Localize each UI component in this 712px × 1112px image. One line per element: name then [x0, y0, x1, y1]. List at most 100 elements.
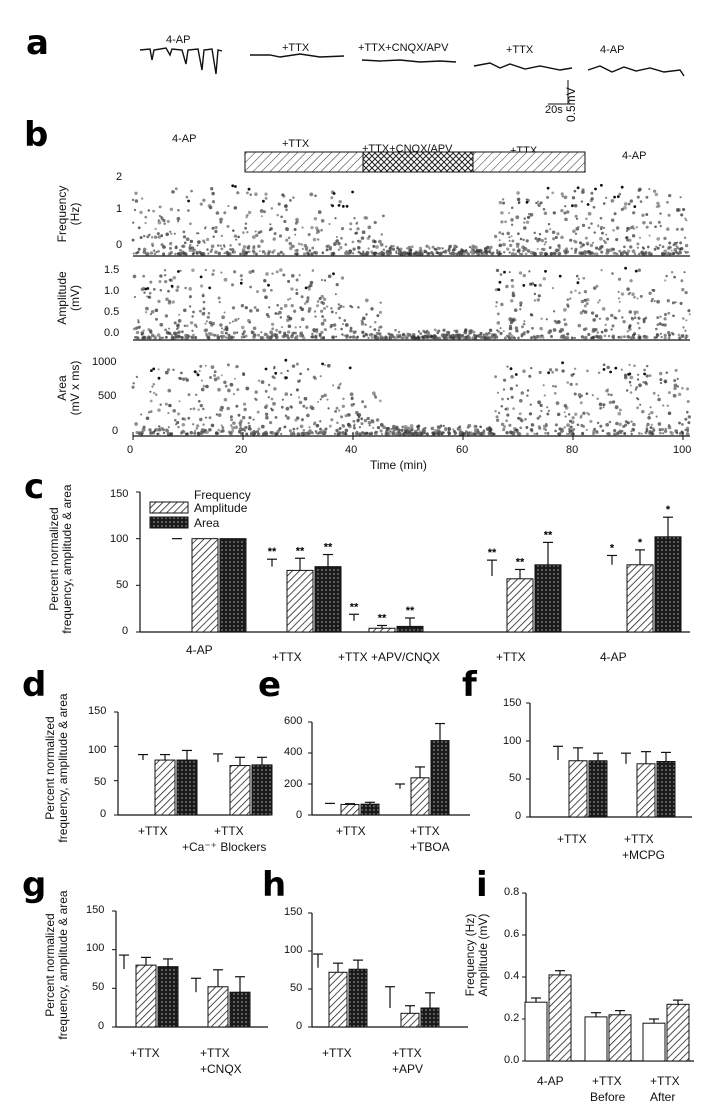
a-trace-ttx2 — [473, 62, 573, 71]
chart-i — [522, 892, 694, 1062]
b-xtick-100: 100 — [673, 444, 692, 456]
i-ytick-04: 0.4 — [504, 970, 520, 982]
a-trace-4ap2 — [587, 65, 685, 77]
c-bar-area — [654, 536, 682, 633]
f-cat2a: +TTX — [624, 832, 654, 846]
g-bar-amplitude — [207, 986, 229, 1028]
h-ytick-150: 150 — [284, 906, 303, 918]
b-time-axis — [132, 432, 684, 440]
c-cat-4ap2: 4-AP — [600, 650, 627, 664]
panel-letter-c: c — [24, 467, 45, 507]
c-cat-ttx: +TTX — [272, 650, 302, 664]
b-area-scatter — [131, 358, 691, 437]
d-ytick-150: 150 — [88, 705, 107, 717]
c-significance: ** — [296, 545, 305, 557]
c-legend-swatch-amplitude — [149, 501, 189, 514]
panel-letter-e: e — [258, 665, 282, 705]
a-trace-4ap — [139, 47, 223, 75]
h-cat2b: +APV — [392, 1062, 424, 1076]
g-cat2a: +TTX — [200, 1046, 230, 1060]
g-bar-amplitude — [135, 964, 157, 1028]
c-bar-area — [314, 566, 342, 633]
d-ytick-0: 0 — [100, 808, 107, 820]
b-xtick-0: 0 — [127, 444, 134, 456]
f-ytick-150: 150 — [503, 697, 522, 709]
b-area-tick-0: 0 — [112, 425, 119, 437]
i-bar-frequency — [642, 1022, 666, 1062]
i-ytick-00: 0.0 — [504, 1054, 520, 1066]
h-bar-amplitude — [328, 971, 348, 1028]
b-amp-tick-00: 0.0 — [104, 327, 120, 339]
panel-letter-d: d — [22, 665, 47, 705]
g-cat1: +TTX — [130, 1046, 160, 1060]
i-cat2a: +TTX — [592, 1074, 622, 1088]
b-freq-tick-0: 0 — [116, 239, 123, 251]
h-bar-area — [348, 968, 368, 1028]
a-label-ttx2: +TTX — [506, 44, 534, 56]
e-ytick-400: 400 — [284, 746, 303, 758]
panel-letter-h: h — [262, 865, 287, 905]
a-trace-ttx-cnqx-apv — [361, 59, 457, 63]
f-bar-area — [588, 760, 608, 818]
a-label-4ap: 4-AP — [166, 34, 191, 46]
g-ytick-50: 50 — [92, 981, 105, 993]
d-bar-area — [251, 764, 273, 816]
c-bar-area — [534, 564, 562, 633]
chart-c: ** ******************* — [136, 491, 690, 633]
i-cat3b: After — [650, 1090, 676, 1104]
f-bar-area — [656, 761, 676, 818]
f-cat2b: +MCPG — [622, 848, 666, 862]
b-freq-tick-1: 1 — [116, 203, 123, 215]
c-frequency-significance: ** — [268, 546, 277, 558]
i-bar-amplitude — [548, 974, 572, 1062]
e-bar-area — [360, 803, 380, 816]
h-ytick-100: 100 — [284, 944, 303, 956]
b-scatter-plots — [131, 183, 691, 440]
h-cat2a: +TTX — [392, 1046, 422, 1060]
b-frequency-scatter — [131, 183, 690, 257]
c-bar-amplitude — [191, 538, 219, 633]
c-legend-area: Area — [194, 516, 220, 530]
c-legend-amplitude: Amplitude — [194, 501, 248, 515]
b-freq-tick-2: 2 — [116, 171, 123, 183]
panel-letter-i: i — [476, 865, 488, 905]
a-scale-bar — [548, 80, 569, 105]
b-area-tick-500: 500 — [98, 390, 117, 402]
g-bar-area — [229, 991, 251, 1028]
c-bar-area — [396, 625, 424, 633]
e-ytick-600: 600 — [284, 715, 303, 727]
b-amp-tick-05: 0.5 — [104, 306, 120, 318]
a-label-ttx: +TTX — [282, 42, 310, 54]
chart-d — [114, 711, 273, 816]
i-bar-amplitude — [608, 1014, 632, 1062]
f-ytick-0: 0 — [515, 810, 522, 822]
i-bar-frequency — [524, 1001, 548, 1062]
c-ytick-50: 50 — [116, 579, 129, 591]
c-significance: ** — [378, 612, 387, 624]
b-label-4ap2: 4-AP — [622, 150, 647, 162]
a-scale-x: 20s — [545, 104, 563, 116]
c-cat-4ap: 4-AP — [186, 643, 213, 657]
h-bar-amplitude — [400, 1012, 420, 1028]
c-significance: ** — [516, 556, 525, 568]
e-bar-area — [430, 740, 450, 816]
chart-h — [308, 912, 468, 1028]
c-frequency-significance: ** — [488, 547, 497, 559]
f-bar-amplitude — [568, 760, 588, 818]
b-xtick-40: 40 — [345, 444, 358, 456]
c-frequency-significance: ** — [350, 601, 359, 613]
c-significance: ** — [406, 605, 415, 617]
f-ytick-100: 100 — [503, 735, 522, 747]
chart-f — [526, 702, 692, 818]
c-legend-swatch-area — [149, 516, 189, 529]
b-amplitude-scatter — [132, 266, 691, 341]
g-ytick-100: 100 — [86, 942, 105, 954]
panel-letter-b: b — [24, 115, 49, 155]
panel-letter-g: g — [22, 865, 47, 905]
b-xtick-20: 20 — [235, 444, 248, 456]
d-ytick-100: 100 — [88, 744, 107, 756]
a-label-ttx-cnqx-apv: +TTX+CNQX/APV — [358, 42, 449, 54]
f-ytick-50: 50 — [509, 772, 522, 784]
d-cat2b: +Ca⁻⁺ Blockers — [182, 840, 267, 854]
